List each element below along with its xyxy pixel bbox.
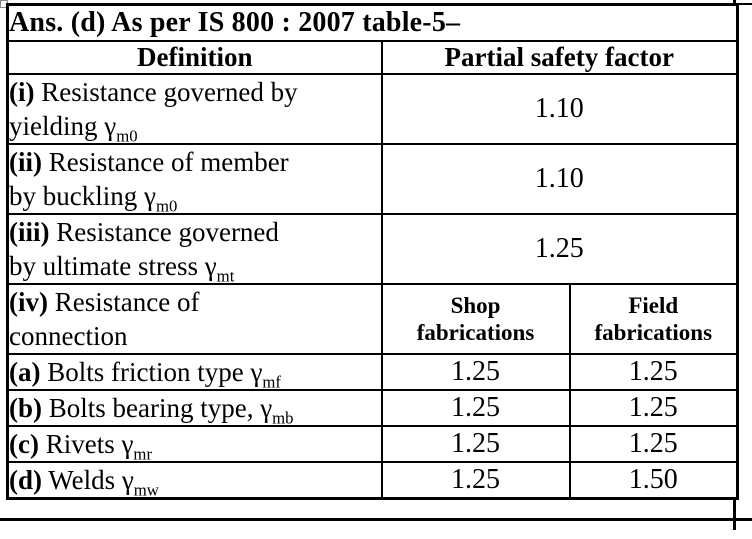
row-prefix: (ii) [9,147,43,177]
subheader-shop-fabrications: Shop fabrications [380,283,571,355]
gamma-symbol: γ [104,111,117,141]
gamma-subscript: m0 [155,196,178,214]
definition-text-line2: connection [9,321,128,351]
definition-cell-welds: (d) Welds γmw [6,461,383,500]
gamma-subscript: mt [216,266,235,284]
shop-value-cell: 1.25 [380,425,571,463]
value-cell-ultimate-stress: 1.25 [380,213,739,285]
subheader-field-line1: Field [628,293,679,318]
column-header-definition: Definition [6,40,383,75]
gamma-subscript: mf [262,372,281,390]
column-header-partial-safety-factor: Partial safety factor [380,40,739,75]
row-prefix: (c) [9,429,39,459]
definition-cell-ultimate-stress: (iii) Resistance governed by ultimate str… [6,213,383,285]
row-bolts-bearing: (b) Bolts bearing type, γmb 1.25 1.25 [6,389,739,427]
shop-value-cell: 1.25 [380,389,571,427]
definition-cell-buckling: (ii) Resistance of member by buckling γm0 [6,143,383,215]
row-prefix: (i) [9,77,35,107]
row-rivets: (c) Rivets γmr 1.25 1.25 [6,425,739,463]
gamma-subscript: mw [133,480,159,499]
row-bolts-friction: (a) Bolts friction type γmf 1.25 1.25 [6,353,739,391]
definition-cell-bolts-friction: (a) Bolts friction type γmf [6,353,383,391]
gamma-symbol: γ [250,357,263,387]
table-header-row: Definition Partial safety factor [6,40,739,75]
row-connection: (iv) Resistance of connection Shop fabrica… [6,283,739,355]
row-ultimate-stress: (iii) Resistance governed by ultimate str… [6,213,739,285]
definition-text-line2: by ultimate stress [9,251,205,281]
row-prefix: (a) [9,357,41,387]
gamma-subscript: mb [272,408,294,426]
row-welds: (d) Welds γmw 1.25 1.50 [6,461,739,500]
subheader-shop-line1: Shop [450,293,501,318]
definition-cell-connection: (iv) Resistance of connection [6,283,383,355]
gamma-symbol: γ [121,429,134,459]
field-value-cell: 1.25 [568,353,739,391]
definition-text: Welds [42,465,122,495]
value-cell-buckling: 1.10 [380,143,739,215]
partial-safety-factor-table: Ans. (d) As per IS 800 : 2007 table-5– D… [6,3,740,500]
definition-text-line2: yielding [9,111,105,141]
value-cell-yielding: 1.10 [380,73,739,145]
table-title: Ans. (d) As per IS 800 : 2007 table-5– [6,3,739,42]
definition-cell-yielding: (i) Resistance governed by yielding γm0 [6,73,383,145]
gamma-symbol: γ [144,181,156,211]
row-prefix: (b) [9,393,43,423]
definition-cell-rivets: (c) Rivets γmr [6,425,383,463]
row-prefix: (iv) [9,287,48,317]
definition-text-line1: Resistance governed [49,217,279,247]
definition-text: Bolts bearing type, [42,393,261,423]
row-buckling: (ii) Resistance of member by buckling γm0… [6,143,739,215]
gamma-symbol: γ [260,393,273,423]
row-prefix: (iii) [9,217,50,247]
definition-text-line2: by buckling [9,181,144,211]
gamma-subscript: mr [133,444,153,462]
field-value-cell: 1.50 [568,461,739,500]
definition-text-line1: Resistance of member [42,147,289,177]
definition-text-line1: Resistance governed by [34,77,298,107]
subheader-field-line2: fabrications [594,320,713,345]
definition-text: Bolts friction type [40,357,251,387]
page-frame-bottom-line [0,518,752,521]
table-title-row: Ans. (d) As per IS 800 : 2007 table-5– [6,3,739,42]
field-value-cell: 1.25 [568,389,739,427]
gamma-symbol: γ [121,465,134,495]
row-yielding: (i) Resistance governed by yielding γm0 1… [6,73,739,145]
subheader-shop-line2: fabrications [416,320,535,345]
field-value-cell: 1.25 [568,425,739,463]
definition-text-line1: Resistance of [47,287,200,317]
row-prefix: (d) [9,465,43,495]
gamma-symbol: γ [204,251,217,281]
subheader-field-fabrications: Field fabrications [568,283,739,355]
definition-text: Rivets [38,429,122,459]
shop-value-cell: 1.25 [380,461,571,500]
gamma-subscript: m0 [116,126,138,144]
shop-value-cell: 1.25 [380,353,571,391]
definition-cell-bolts-bearing: (b) Bolts bearing type, γmb [6,389,383,427]
